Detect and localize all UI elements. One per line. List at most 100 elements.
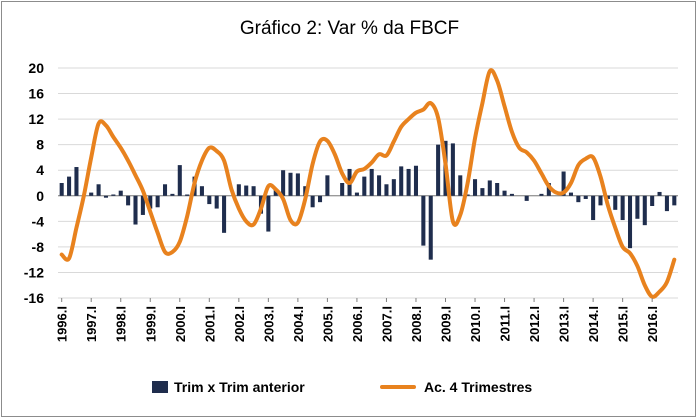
x-tick-label: 2013.I — [557, 306, 572, 342]
bar — [317, 195, 323, 203]
y-tick-label: 4 — [36, 162, 44, 178]
bar — [111, 194, 116, 196]
bar — [170, 193, 175, 196]
bar — [458, 175, 463, 196]
bar — [657, 191, 662, 196]
x-tick-label: 1999.I — [143, 306, 158, 342]
bar — [502, 190, 507, 196]
x-tick-label: 2005.I — [320, 306, 335, 342]
bar — [583, 195, 588, 199]
bar — [428, 195, 433, 260]
bar — [605, 195, 610, 199]
grid-lines — [58, 67, 678, 299]
legend-swatch-bars — [152, 381, 168, 393]
bar — [354, 192, 359, 196]
x-tick-label: 2016.I — [645, 306, 660, 342]
bar — [214, 195, 219, 209]
y-axis-ticks: 20 16 12 8 4 0 -4 -8 -12 -16 — [24, 60, 44, 306]
y-tick-label: -16 — [24, 290, 44, 306]
bar — [162, 184, 168, 196]
bar — [672, 195, 677, 206]
bar — [576, 195, 581, 203]
x-tick-label: 2003.I — [261, 306, 276, 342]
bar — [495, 183, 500, 196]
bar — [266, 195, 271, 232]
y-tick-label: 16 — [28, 86, 44, 102]
bar — [310, 195, 315, 208]
bar — [650, 195, 655, 206]
bar — [236, 184, 241, 196]
bar — [251, 186, 256, 196]
line-series — [59, 68, 677, 299]
bar — [281, 170, 286, 196]
bar — [450, 143, 455, 196]
x-tick-label: 2006.I — [350, 306, 365, 342]
bar — [635, 195, 640, 219]
bar — [421, 195, 426, 246]
bar — [148, 195, 153, 209]
bar — [74, 167, 79, 196]
bar — [591, 195, 596, 221]
bar — [244, 185, 249, 196]
x-tick-label: 2004.I — [291, 306, 306, 342]
bar — [222, 195, 227, 233]
legend: Trim x Trim anterior Ac. 4 Trimestres — [0, 379, 699, 399]
bar — [133, 195, 138, 225]
bar — [413, 165, 419, 196]
bar — [126, 195, 131, 206]
y-tick-label: -8 — [32, 239, 45, 255]
x-tick-label: 2009.I — [439, 306, 454, 342]
bar — [295, 173, 300, 196]
bar — [103, 195, 109, 198]
x-tick-label: 2010.I — [468, 306, 483, 342]
bar — [140, 195, 145, 215]
x-tick-label: 2011.I — [498, 306, 513, 341]
bar — [399, 166, 404, 196]
legend-label-bars: Trim x Trim anterior — [174, 379, 305, 395]
bar — [384, 184, 389, 196]
bar — [96, 184, 101, 196]
bar — [325, 175, 330, 196]
bar — [598, 195, 603, 206]
line-path — [59, 68, 677, 299]
x-tick-label: 2015.I — [616, 306, 631, 342]
x-tick-label: 2000.I — [173, 306, 188, 342]
y-tick-label: 8 — [36, 137, 44, 153]
y-tick-label: -4 — [32, 213, 45, 229]
bar — [620, 195, 625, 221]
bar — [436, 144, 441, 196]
bar — [539, 193, 544, 196]
x-tick-label: 2002.I — [232, 306, 247, 342]
bar — [89, 192, 94, 196]
x-tick-label: 2007.I — [379, 306, 394, 342]
bar — [369, 168, 374, 196]
bar — [487, 180, 492, 196]
x-tick-label: 1997.I — [84, 306, 99, 342]
bar — [472, 179, 478, 196]
bar — [546, 183, 551, 196]
bar — [377, 175, 382, 196]
x-tick-label: 1998.I — [114, 306, 129, 342]
bar — [627, 195, 633, 249]
y-tick-label: -12 — [24, 264, 44, 280]
chart-title: Gráfico 2: Var % da FBCF — [239, 18, 460, 39]
bar — [185, 194, 190, 196]
bar — [568, 192, 574, 196]
bar — [509, 193, 514, 196]
bar — [340, 183, 345, 196]
x-tick-label: 2001.I — [202, 306, 217, 342]
bar — [288, 172, 293, 196]
bar — [391, 179, 396, 196]
x-tick-label: 2014.I — [586, 306, 601, 342]
bar — [561, 171, 566, 196]
y-tick-label: 0 — [36, 188, 44, 204]
legend-swatch-line — [380, 385, 416, 389]
x-tick-label: 2008.I — [409, 306, 424, 342]
bar — [155, 195, 160, 208]
x-tick-label: 2012.I — [527, 306, 542, 342]
y-tick-label: 12 — [28, 111, 44, 127]
bar — [465, 194, 470, 196]
bar — [273, 189, 278, 196]
